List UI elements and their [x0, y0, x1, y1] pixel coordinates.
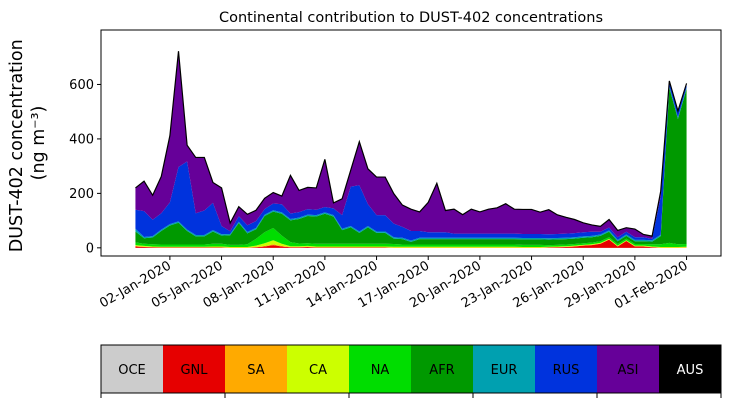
legend-swatch-gnl [163, 345, 226, 393]
plot-frame [100, 29, 722, 257]
legend-label-afr: AFR [429, 363, 454, 378]
legend-label-aus: AUS [677, 363, 704, 378]
plot-topline [135, 51, 688, 237]
legend-label-oce: OCE [118, 363, 146, 378]
area-series-rus [135, 80, 687, 241]
legend-swatch-aus [659, 345, 722, 393]
legend-label-eur: EUR [491, 363, 518, 378]
legend-label-asi: ASI [618, 363, 639, 378]
legend-swatch-sa [225, 345, 288, 393]
legend-label-rus: RUS [553, 363, 580, 378]
legend-swatch-afr [411, 345, 474, 393]
legend-label-gnl: GNL [180, 363, 208, 378]
y-tick-label: 600 [69, 78, 94, 93]
legend-swatch-na [349, 345, 412, 393]
plot-areas [135, 51, 687, 248]
area-series-ca [135, 238, 687, 248]
y-tick-label: 400 [69, 132, 94, 147]
legend-label-sa: SA [247, 363, 264, 378]
x-axis: 02-Jan-202005-Jan-202008-Jan-202011-Jan-… [97, 256, 691, 312]
legend-swatch-rus [535, 345, 598, 393]
y-axis-label-line1: DUST-402 concentration [7, 39, 27, 252]
y-axis-label-line2: (ng m⁻³) [29, 106, 49, 181]
legend-label-ca: CA [309, 363, 327, 378]
y-axis: 0 200 400 600 [69, 78, 101, 256]
chart-title: Continental contribution to DUST-402 con… [219, 10, 603, 26]
y-tick-label: 0 [86, 241, 94, 256]
y-axis-label: DUST-402 concentration (ng m⁻³) [7, 34, 49, 253]
legend-colorbar: OCE GNL SA CA NA AFR EUR RUS ASI AUS [100, 344, 722, 398]
area-series-asi [135, 51, 687, 239]
area-series-na [135, 227, 687, 248]
legend-swatch-asi [597, 345, 660, 393]
y-tick-label: 200 [69, 187, 94, 202]
legend-swatch-ca [287, 345, 350, 393]
legend-swatch-oce [101, 345, 164, 393]
legend-swatch-eur [473, 345, 536, 393]
legend-frame [100, 344, 722, 394]
area-series-gnl [135, 239, 687, 248]
total-outline [135, 51, 688, 237]
legend-label-na: NA [371, 363, 390, 378]
